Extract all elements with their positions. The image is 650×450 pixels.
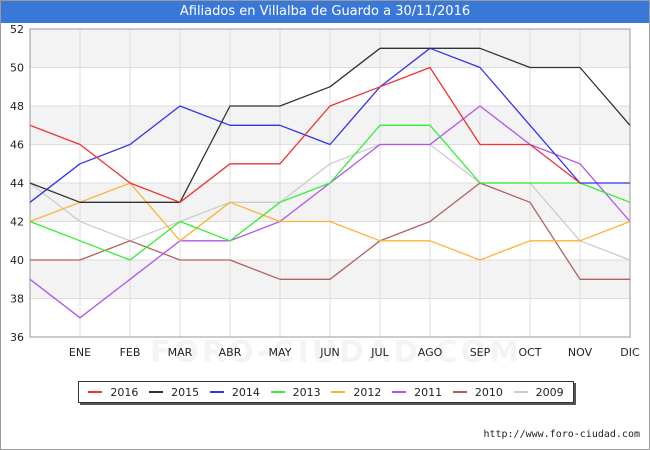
series-line-2010 xyxy=(30,182,630,280)
legend-swatch xyxy=(270,391,285,393)
x-tick-label: JUL xyxy=(370,346,389,359)
series-lines xyxy=(29,47,631,319)
series-line-2013 xyxy=(29,124,631,261)
y-tick-label: 40 xyxy=(10,254,24,267)
x-tick-label: FEB xyxy=(120,346,141,359)
legend-label: 2013 xyxy=(292,385,321,399)
legend-item-2011: 2011 xyxy=(392,386,442,399)
legend-swatch xyxy=(209,391,224,393)
line-chart: 36 38 40 42 44 46 48 50 52 ENE FEB MAR ABR MAY JUN JUL… xyxy=(10,23,640,359)
y-tick-label: 48 xyxy=(10,100,24,113)
legend-item-2013: 2013 xyxy=(270,385,321,399)
x-tick-label: ENE xyxy=(69,346,91,359)
series-line-2016 xyxy=(29,66,581,203)
legend-label: 2015 xyxy=(171,385,200,399)
y-tick-label: 38 xyxy=(10,293,24,306)
series-line-2014 xyxy=(29,47,630,203)
legend-label: 2014 xyxy=(231,385,260,399)
y-tick-label: 50 xyxy=(10,62,24,75)
x-tick-label: MAR xyxy=(168,346,193,359)
x-tick-label: DIC xyxy=(620,346,640,359)
legend-label: 2012 xyxy=(353,385,382,399)
y-axis-ticks: 36 38 40 42 44 46 48 50 52 xyxy=(10,23,24,344)
legend-swatch xyxy=(149,391,164,393)
legend-swatch xyxy=(392,391,407,393)
chart-legend: 2016 2015 2014 2013 2012 2011 2010 2009 xyxy=(78,381,574,403)
legend-swatch xyxy=(513,391,528,393)
watermark-text: FORO-CIUDAD.COM xyxy=(150,335,522,370)
series-line-2015 xyxy=(29,47,631,203)
legend-swatch xyxy=(88,391,103,393)
y-tick-label: 52 xyxy=(10,23,24,36)
legend-item-2012: 2012 xyxy=(331,386,381,399)
y-tick-label: 44 xyxy=(10,177,24,190)
legend-label: 2011 xyxy=(414,385,443,399)
x-tick-label: SEP xyxy=(470,346,491,359)
legend-swatch xyxy=(452,391,467,393)
legend-item-2014: 2014 xyxy=(209,385,260,399)
x-tick-label: AGO xyxy=(418,346,443,359)
x-tick-label: ABR xyxy=(219,346,242,359)
legend-item-2010: 2010 xyxy=(452,385,503,399)
x-tick-label: JUN xyxy=(319,346,340,359)
x-tick-label: OCT xyxy=(518,346,541,359)
legend-label: 2009 xyxy=(535,385,564,399)
legend-label: 2016 xyxy=(110,385,139,399)
legend-item-2015: 2015 xyxy=(149,386,199,399)
y-tick-label: 42 xyxy=(10,216,24,229)
y-tick-label: 46 xyxy=(10,139,24,152)
legend-item-2009: 2009 xyxy=(513,385,564,399)
y-tick-label: 36 xyxy=(10,331,24,344)
footer-url[interactable]: http://www.foro-ciudad.com xyxy=(483,429,640,440)
legend-item-2016: 2016 xyxy=(88,386,138,399)
legend-swatch xyxy=(331,391,346,393)
x-tick-label: MAY xyxy=(269,346,292,359)
x-tick-label: NOV xyxy=(568,346,593,359)
x-axis-ticks: ENE FEB MAR ABR MAY JUN JUL AGO SEP OCT NOV DIC xyxy=(69,346,640,359)
chart-title: Afiliados en Villalba de Guardo a 30/11/… xyxy=(1,1,649,23)
legend-label: 2010 xyxy=(474,385,503,399)
